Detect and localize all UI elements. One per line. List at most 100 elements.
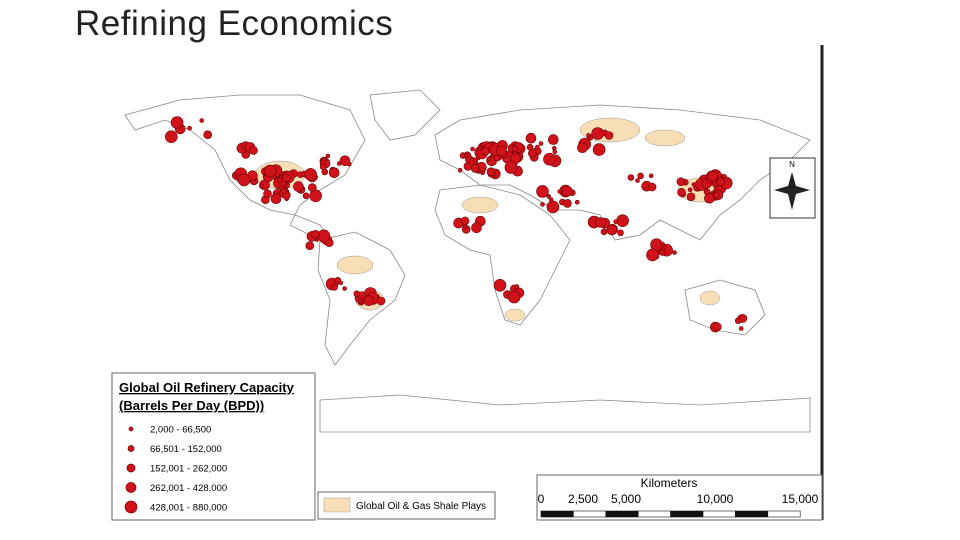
refinery-dot [363, 295, 375, 307]
refinery-dot [646, 248, 659, 262]
refinery-dot [322, 157, 327, 162]
refinery-dot [496, 145, 507, 157]
slide-title: Refining Economics [75, 4, 394, 43]
greenland [369, 89, 441, 141]
refinery-dot [722, 174, 728, 179]
refinery-dots [165, 116, 748, 333]
refinery-dot [507, 290, 521, 304]
refinery-dot [339, 155, 351, 167]
refinery-dot [738, 326, 744, 331]
legend-label: 152,001 - 262,000 [150, 464, 227, 475]
refinery-dot [703, 188, 711, 195]
refinery-dot [249, 146, 258, 155]
refinery-dot [713, 191, 720, 199]
refinery-dot [471, 222, 482, 234]
refinery-dot [460, 216, 470, 226]
legend-title: (Barrels Per Day (BPD)) [119, 398, 264, 413]
refinery-dot [686, 192, 696, 202]
refinery-dot [486, 167, 496, 176]
refinery-dot [328, 167, 340, 178]
refinery-dot [504, 161, 518, 174]
refinery-dot [342, 286, 347, 291]
refinery-dot [466, 152, 472, 158]
refinery-dot [658, 249, 666, 256]
refinery-dot [331, 283, 338, 291]
refinery-dot [473, 157, 478, 163]
refinery-dot [480, 147, 490, 156]
refinery-dot [536, 185, 549, 198]
refinery-dot [563, 199, 572, 208]
scale-label: 0 [538, 492, 545, 506]
scale-segment [637, 510, 671, 518]
refinery-dot [307, 183, 317, 192]
refinery-dot [592, 143, 606, 156]
shale-play [336, 255, 374, 275]
refinery-dot [170, 116, 184, 129]
refinery-dot [647, 182, 657, 192]
legend-label: 262,001 - 428,000 [150, 483, 227, 494]
refinery-dot [525, 132, 537, 144]
legend-symbol [125, 482, 137, 493]
legend-symbol [127, 445, 135, 452]
refinery-dot [237, 173, 251, 187]
legend-symbol [128, 426, 134, 432]
shale-play [504, 308, 526, 322]
refinery-dot [338, 280, 344, 286]
refinery-dot [613, 219, 618, 224]
refinery-dot [562, 186, 573, 197]
refinery-dot [627, 174, 635, 181]
legend-label: 2,000 - 66,500 [150, 425, 211, 436]
refinery-dot [470, 164, 480, 173]
scale-bar: 0 2,500 5,000 10,000 15,000 [538, 492, 819, 518]
scale-segment [670, 510, 704, 518]
refinery-dot [738, 314, 748, 323]
compass-rose [774, 172, 810, 210]
australia [684, 279, 766, 336]
refinery-dot [648, 173, 654, 179]
refinery-dot [277, 178, 282, 183]
refinery-dot [302, 192, 310, 200]
refinery-dot [546, 194, 551, 199]
refinery-dot [600, 228, 608, 236]
refinery-dot [279, 185, 284, 190]
shale-play [699, 290, 721, 306]
scale-segment [702, 510, 736, 518]
refinery-dot [304, 168, 317, 181]
refinery-dot [540, 202, 545, 207]
refinery-dot [511, 145, 519, 153]
shale-play [461, 196, 499, 214]
refinery-dot [591, 127, 605, 140]
refinery-dot [546, 200, 560, 214]
refinery-dot [311, 230, 320, 239]
scale-segment [605, 510, 639, 518]
refinery-dot [282, 173, 291, 183]
scale-label: 5,000 [611, 492, 641, 506]
refinery-dot [586, 133, 591, 138]
scale-title: Kilometers [641, 476, 698, 490]
refinery-dot [300, 188, 305, 194]
scale-segment [573, 510, 607, 518]
refinery-dot [552, 149, 558, 155]
refinery-dot [616, 214, 629, 227]
shale-swatch [323, 497, 351, 513]
scale-segment [767, 510, 801, 518]
antarctica [319, 394, 811, 433]
refinery-dot [305, 241, 315, 250]
refinery-dot [493, 154, 501, 162]
legend-title: Global Oil Refinery Capacity [119, 380, 295, 395]
refinery-dot [319, 163, 327, 171]
refinery-dot [574, 199, 580, 205]
scale-label: 10,000 [697, 492, 734, 506]
refinery-dot [358, 297, 363, 303]
scale-label: 15,000 [782, 492, 819, 506]
refinery-dot [676, 177, 686, 186]
refinery-dot [538, 141, 544, 146]
legend-symbol [124, 500, 138, 514]
legend-label: 428,001 - 880,000 [150, 503, 227, 514]
refinery-dot [376, 296, 386, 306]
north-america [124, 94, 366, 241]
scale-label: 2,500 [568, 492, 598, 506]
refinery-dot [606, 224, 618, 236]
refinery-dot [617, 229, 624, 237]
